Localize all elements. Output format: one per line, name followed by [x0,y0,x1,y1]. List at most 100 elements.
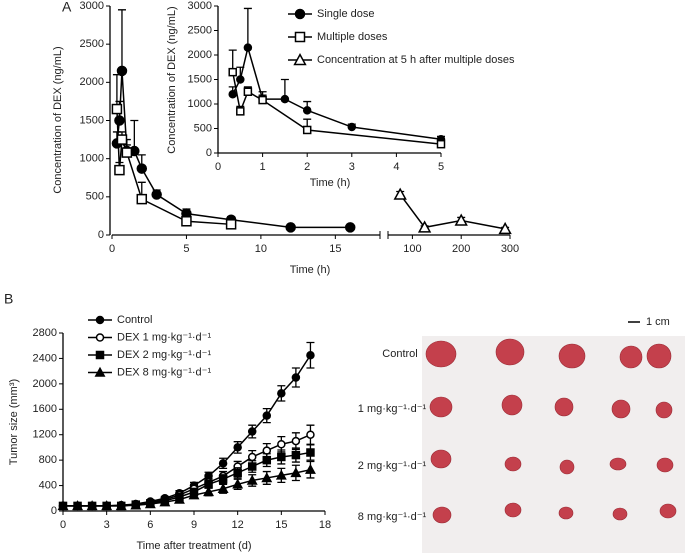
marker [159,496,171,507]
marker [277,440,286,449]
marker [285,222,296,233]
x-tick-label: 10 [255,243,267,255]
y-tick-label: 1000 [80,153,104,165]
legend-marker [95,315,105,325]
marker [228,67,237,77]
x-tick-label: 12 [232,519,244,531]
y-tick-label: 800 [39,454,57,466]
marker [115,500,127,511]
marker [116,65,128,77]
photo-background [422,336,685,553]
marker [291,373,301,382]
marker [86,500,98,511]
y-tick-label: 500 [194,122,212,134]
tumor [612,507,628,521]
x-tick-label: 5 [183,243,189,255]
tumor [501,394,523,416]
marker [291,436,301,446]
marker [232,478,244,489]
y-tick-label: 2000 [80,76,104,88]
y-axis-title: Concentration of DEX (ng/mL) [166,6,178,153]
marker [306,430,315,439]
y-tick-label: 1500 [188,73,212,85]
marker [306,351,315,360]
marker [181,216,192,227]
tumor [558,343,586,369]
legend-label: DEX 1 mg·kg⁻¹·d⁻¹ [117,331,211,343]
x-axis-title: Time (h) [310,177,351,189]
marker [101,500,113,511]
marker [111,103,123,115]
error-bar [117,9,126,71]
legend-marker [95,333,105,342]
marker [203,486,215,497]
y-axis-title: Concentration of DEX (ng/mL) [52,46,64,193]
marker [225,219,237,230]
marker [144,498,156,509]
legend-label: Multiple doses [317,31,388,43]
x-tick-label: 0 [215,161,221,173]
series-line [399,194,506,230]
x-tick-label: 15 [329,243,341,255]
legend-marker [294,31,306,43]
tumor [504,502,522,518]
x-tick-label: 18 [319,519,331,531]
y-axis-title: Tumor size (mm³) [8,379,20,465]
marker [277,452,286,462]
marker [173,493,185,504]
x-tick-label: 5 [438,161,444,173]
y-tick-label: 0 [51,505,57,517]
marker [72,500,84,511]
tumor [495,338,525,366]
marker [277,389,286,398]
marker [114,164,125,176]
tumor [504,456,522,472]
y-tick-label: 400 [39,479,57,491]
tumors [425,338,677,524]
scale-bar-label: 1 cm [646,316,670,328]
x-tick-label: 15 [275,519,287,531]
tumor [611,399,631,419]
y-tick-label: 2500 [188,24,212,36]
marker [130,499,142,510]
marker [291,450,301,460]
marker [151,189,162,200]
photo: 1 cm Control 1 mg·kg⁻¹·d⁻¹ 2 mg·kg⁻¹·d⁻¹… [358,316,685,553]
legend-label: DEX 2 mg·kg⁻¹·d⁻¹ [117,349,211,361]
error-bar [112,74,121,110]
marker [116,134,128,145]
marker [347,122,357,132]
marker [247,462,257,471]
marker [454,213,468,226]
tumor [429,396,453,418]
tumor [655,401,673,419]
marker [246,474,258,485]
x-tick-label: 100 [403,243,421,255]
marker [261,472,273,483]
y-tick-label: 2500 [80,38,104,50]
marker [304,463,316,474]
error-bar [243,7,252,48]
x-tick-label: 9 [191,519,197,531]
tumor [619,345,643,369]
marker [218,459,228,468]
tumor [558,506,574,520]
marker [233,443,242,452]
x-axis-title: Time after treatment (d) [136,540,251,552]
marker [275,469,287,480]
marker [218,474,228,484]
tumor [559,459,575,475]
legend-marker [293,53,307,66]
panel-label: B [4,291,13,307]
x-tick-label: 1 [260,161,266,173]
marker [243,43,253,52]
x-tick-label: 6 [147,519,153,531]
legend-marker [294,8,306,20]
marker [233,468,242,478]
marker [188,489,200,500]
y-tick-label: 2000 [33,378,57,390]
marker [121,147,133,158]
y-tick-label: 1500 [80,114,104,126]
x-tick-label: 2 [304,161,310,173]
marker [344,222,356,233]
